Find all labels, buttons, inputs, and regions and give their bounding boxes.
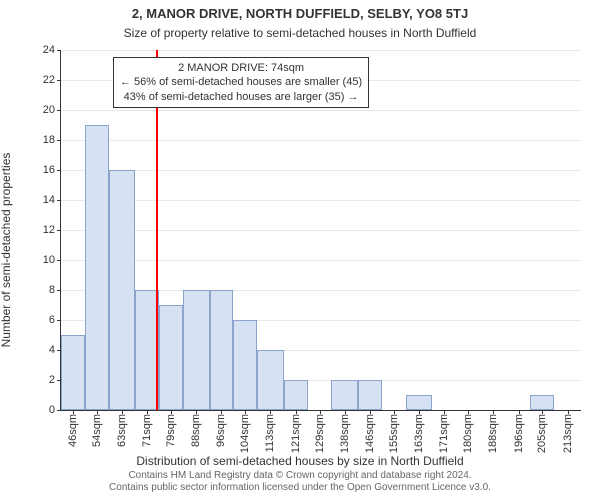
y-tick-label: 0 <box>25 404 61 416</box>
x-tick-label: 54sqm <box>91 414 103 447</box>
x-tick-label: 88sqm <box>190 414 202 447</box>
histogram-bar <box>183 290 210 410</box>
annotation-box: 2 MANOR DRIVE: 74sqm← 56% of semi-detach… <box>113 57 369 108</box>
y-tick-label: 4 <box>25 344 61 356</box>
x-tick-label: 155sqm <box>388 414 400 453</box>
x-tick-label: 163sqm <box>413 414 425 453</box>
x-tick-label: 121sqm <box>290 414 302 453</box>
x-tick-label: 146sqm <box>364 414 376 453</box>
histogram-bar <box>284 380 308 410</box>
page-title: 2, MANOR DRIVE, NORTH DUFFIELD, SELBY, Y… <box>0 6 600 21</box>
x-tick-label: 188sqm <box>487 414 499 453</box>
histogram-bar <box>159 305 183 410</box>
x-tick-label: 104sqm <box>239 414 251 453</box>
x-axis-label: Distribution of semi-detached houses by … <box>0 454 600 468</box>
page-subtitle: Size of property relative to semi-detach… <box>0 26 600 40</box>
histogram-bar <box>61 335 85 410</box>
grid-line <box>61 200 581 201</box>
y-tick-label: 6 <box>25 314 61 326</box>
grid-line <box>61 170 581 171</box>
x-tick-label: 113sqm <box>264 414 276 452</box>
footer-attribution: Contains HM Land Registry data © Crown c… <box>0 470 600 494</box>
histogram-bar <box>109 170 136 410</box>
grid-line <box>61 140 581 141</box>
y-tick-label: 20 <box>25 104 61 116</box>
histogram-bar <box>530 395 554 410</box>
x-tick-label: 129sqm <box>314 414 326 453</box>
histogram-bar <box>331 380 358 410</box>
x-tick-label: 63sqm <box>116 414 128 447</box>
y-tick-label: 14 <box>25 194 61 206</box>
plot-area: 02468101214161820222446sqm54sqm63sqm71sq… <box>60 50 581 411</box>
y-tick-label: 12 <box>25 224 61 236</box>
y-tick-label: 8 <box>25 284 61 296</box>
x-tick-label: 46sqm <box>67 414 79 447</box>
grid-line <box>61 230 581 231</box>
y-tick-label: 22 <box>25 74 61 86</box>
footer-line-1: Contains HM Land Registry data © Crown c… <box>0 470 600 482</box>
x-tick-label: 79sqm <box>165 414 177 447</box>
histogram-bar <box>233 320 257 410</box>
x-tick-label: 138sqm <box>339 414 351 453</box>
y-axis-label: Number of semi-detached properties <box>0 153 13 348</box>
annotation-line-1: 2 MANOR DRIVE: 74sqm <box>120 61 362 75</box>
x-tick-label: 171sqm <box>438 414 450 453</box>
y-tick-label: 18 <box>25 134 61 146</box>
histogram-bar <box>210 290 234 410</box>
histogram-bar <box>85 125 109 410</box>
x-tick-label: 213sqm <box>562 414 574 453</box>
footer-line-2: Contains public sector information licen… <box>0 482 600 494</box>
x-tick-label: 96sqm <box>215 414 227 447</box>
annotation-line-3: 43% of semi-detached houses are larger (… <box>120 90 362 104</box>
x-tick-label: 180sqm <box>462 414 474 453</box>
annotation-line-2: ← 56% of semi-detached houses are smalle… <box>120 75 362 89</box>
grid-line <box>61 260 581 261</box>
x-tick-label: 196sqm <box>513 414 525 453</box>
grid-line <box>61 110 581 111</box>
histogram-bar <box>257 350 284 410</box>
x-tick-label: 71sqm <box>141 414 153 447</box>
y-tick-label: 24 <box>25 44 61 56</box>
grid-line <box>61 50 581 51</box>
y-tick-label: 10 <box>25 254 61 266</box>
y-tick-label: 16 <box>25 164 61 176</box>
chart-container: 2, MANOR DRIVE, NORTH DUFFIELD, SELBY, Y… <box>0 0 600 500</box>
histogram-bar <box>358 380 382 410</box>
histogram-bar <box>406 395 433 410</box>
x-tick-label: 205sqm <box>536 414 548 453</box>
y-tick-label: 2 <box>25 374 61 386</box>
